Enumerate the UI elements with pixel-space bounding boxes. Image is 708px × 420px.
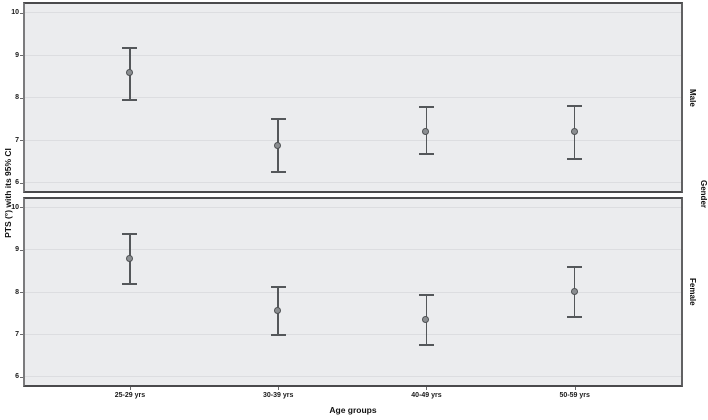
error-bar-cap-upper bbox=[122, 46, 138, 49]
gridline-y9 bbox=[25, 54, 681, 56]
panel-male bbox=[23, 2, 683, 193]
facet-dimension-label: Gender bbox=[699, 180, 708, 209]
mean-marker bbox=[422, 316, 430, 324]
x-tick-mark bbox=[129, 387, 131, 390]
error-bar-cap-lower bbox=[122, 98, 138, 101]
y-tick-mark bbox=[20, 97, 23, 99]
gridline-y8 bbox=[25, 291, 681, 293]
x-tick-label: 50-59 yrs bbox=[559, 392, 590, 399]
facet-label-male: Male bbox=[688, 88, 697, 107]
error-bar-cap-upper bbox=[567, 265, 583, 268]
y-tick-mark bbox=[20, 182, 23, 184]
y-tick-label: 10 bbox=[11, 203, 19, 211]
error-bar-cap-lower bbox=[418, 153, 434, 156]
panel-female bbox=[23, 197, 683, 387]
gridline-y10 bbox=[25, 206, 681, 208]
y-tick-label: 7 bbox=[15, 136, 19, 144]
mean-marker bbox=[570, 128, 578, 136]
error-bar-cap-lower bbox=[270, 333, 286, 336]
gridline-y7 bbox=[25, 333, 681, 335]
mean-marker bbox=[274, 307, 282, 315]
x-tick-mark bbox=[278, 387, 280, 390]
facet-label-female: Female bbox=[688, 278, 697, 306]
x-tick-mark bbox=[574, 387, 576, 390]
gridline-y9 bbox=[25, 249, 681, 251]
error-bar-cap-lower bbox=[122, 282, 138, 285]
error-bar-cap-upper bbox=[270, 117, 286, 120]
y-tick-mark bbox=[20, 334, 23, 336]
gridline-y6 bbox=[25, 182, 681, 183]
gridline-y8 bbox=[25, 97, 681, 98]
error-bar-cap-lower bbox=[418, 343, 434, 346]
error-bar-cap-upper bbox=[418, 106, 434, 109]
x-tick-label: 25-29 yrs bbox=[114, 392, 146, 399]
error-bar-cap-upper bbox=[122, 232, 138, 235]
gridline-y10 bbox=[25, 12, 681, 13]
y-tick-label: 8 bbox=[15, 288, 19, 296]
y-tick-mark bbox=[20, 207, 23, 209]
mean-marker bbox=[570, 288, 578, 295]
y-tick-label: 10 bbox=[11, 9, 19, 16]
y-tick-label: 9 bbox=[15, 246, 19, 254]
y-tick-label: 8 bbox=[15, 94, 19, 101]
y-tick-label: 6 bbox=[15, 179, 19, 186]
y-tick-label: 9 bbox=[15, 51, 19, 59]
y-tick-label: 7 bbox=[15, 330, 19, 338]
mean-marker bbox=[422, 127, 430, 135]
x-tick-mark bbox=[426, 387, 428, 390]
y-tick-label: 6 bbox=[15, 373, 19, 381]
error-bar-cap-lower bbox=[270, 171, 286, 174]
mean-marker bbox=[274, 141, 282, 149]
y-tick-mark bbox=[20, 55, 23, 56]
gridline-y7 bbox=[25, 139, 681, 141]
error-bar-cap-upper bbox=[567, 104, 583, 107]
error-bar-cap-upper bbox=[418, 293, 434, 296]
y-tick-mark bbox=[20, 376, 23, 378]
x-axis-title: Age groups bbox=[329, 405, 377, 415]
mean-marker bbox=[125, 69, 133, 77]
error-bar-cap-upper bbox=[270, 286, 286, 289]
y-tick-mark bbox=[20, 12, 23, 14]
x-tick-label: 30-39 yrs bbox=[263, 392, 294, 399]
mean-marker bbox=[125, 255, 133, 263]
gridline-y6 bbox=[25, 376, 681, 378]
x-tick-label: 40-49 yrs bbox=[411, 392, 442, 399]
y-tick-mark bbox=[20, 249, 23, 251]
y-axis-title: PTS (°) with its 95% CI bbox=[3, 148, 13, 238]
y-tick-mark bbox=[20, 140, 23, 141]
error-bar-cap-lower bbox=[567, 158, 583, 161]
y-tick-mark bbox=[20, 292, 23, 293]
error-bar-cap-lower bbox=[567, 316, 583, 319]
